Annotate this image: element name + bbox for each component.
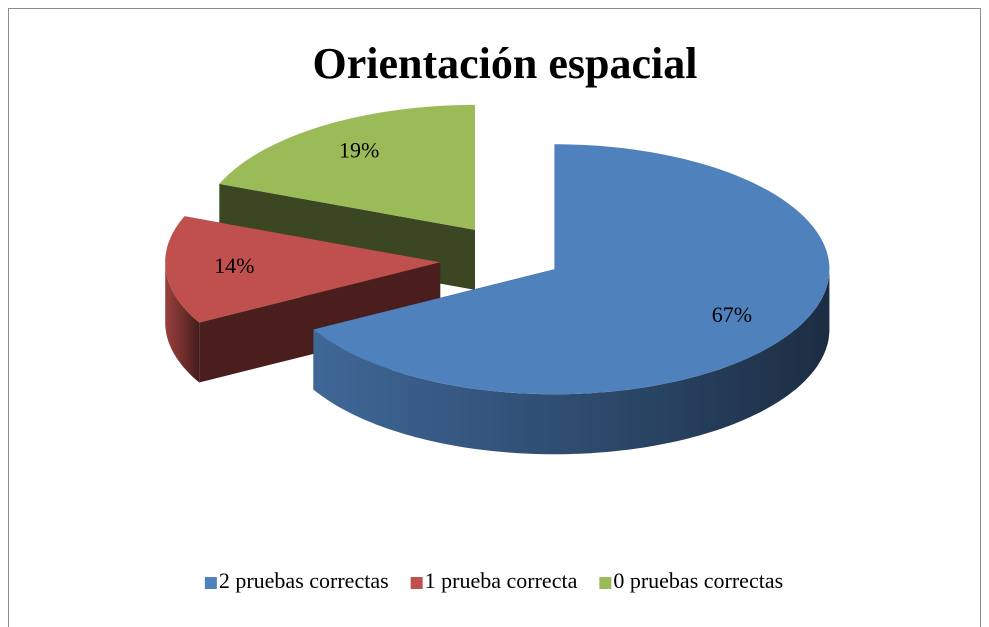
slice-top <box>219 104 475 230</box>
slice-rim <box>313 269 830 455</box>
chart-title: Orientación espacial <box>313 39 698 88</box>
pie-slice: 14% <box>165 216 441 383</box>
legend-label: 1 prueba correcta <box>425 568 578 593</box>
pie: 19% 14% 67% <box>165 104 830 455</box>
legend: 2 pruebas correctas 1 prueba correcta 0 pr… <box>204 568 783 593</box>
legend-swatch <box>599 577 612 589</box>
slice-top <box>313 144 830 395</box>
legend-label: 2 pruebas correctas <box>219 568 389 593</box>
pie-slice: 67% <box>313 144 830 455</box>
slice-top <box>165 216 441 323</box>
legend-label: 0 pruebas correctas <box>613 568 783 593</box>
legend-swatch <box>204 577 217 589</box>
slice-rim <box>165 262 200 383</box>
data-label: 14% <box>214 253 254 278</box>
legend-swatch <box>410 577 423 589</box>
data-label: 19% <box>339 137 379 162</box>
data-label: 67% <box>712 302 752 327</box>
